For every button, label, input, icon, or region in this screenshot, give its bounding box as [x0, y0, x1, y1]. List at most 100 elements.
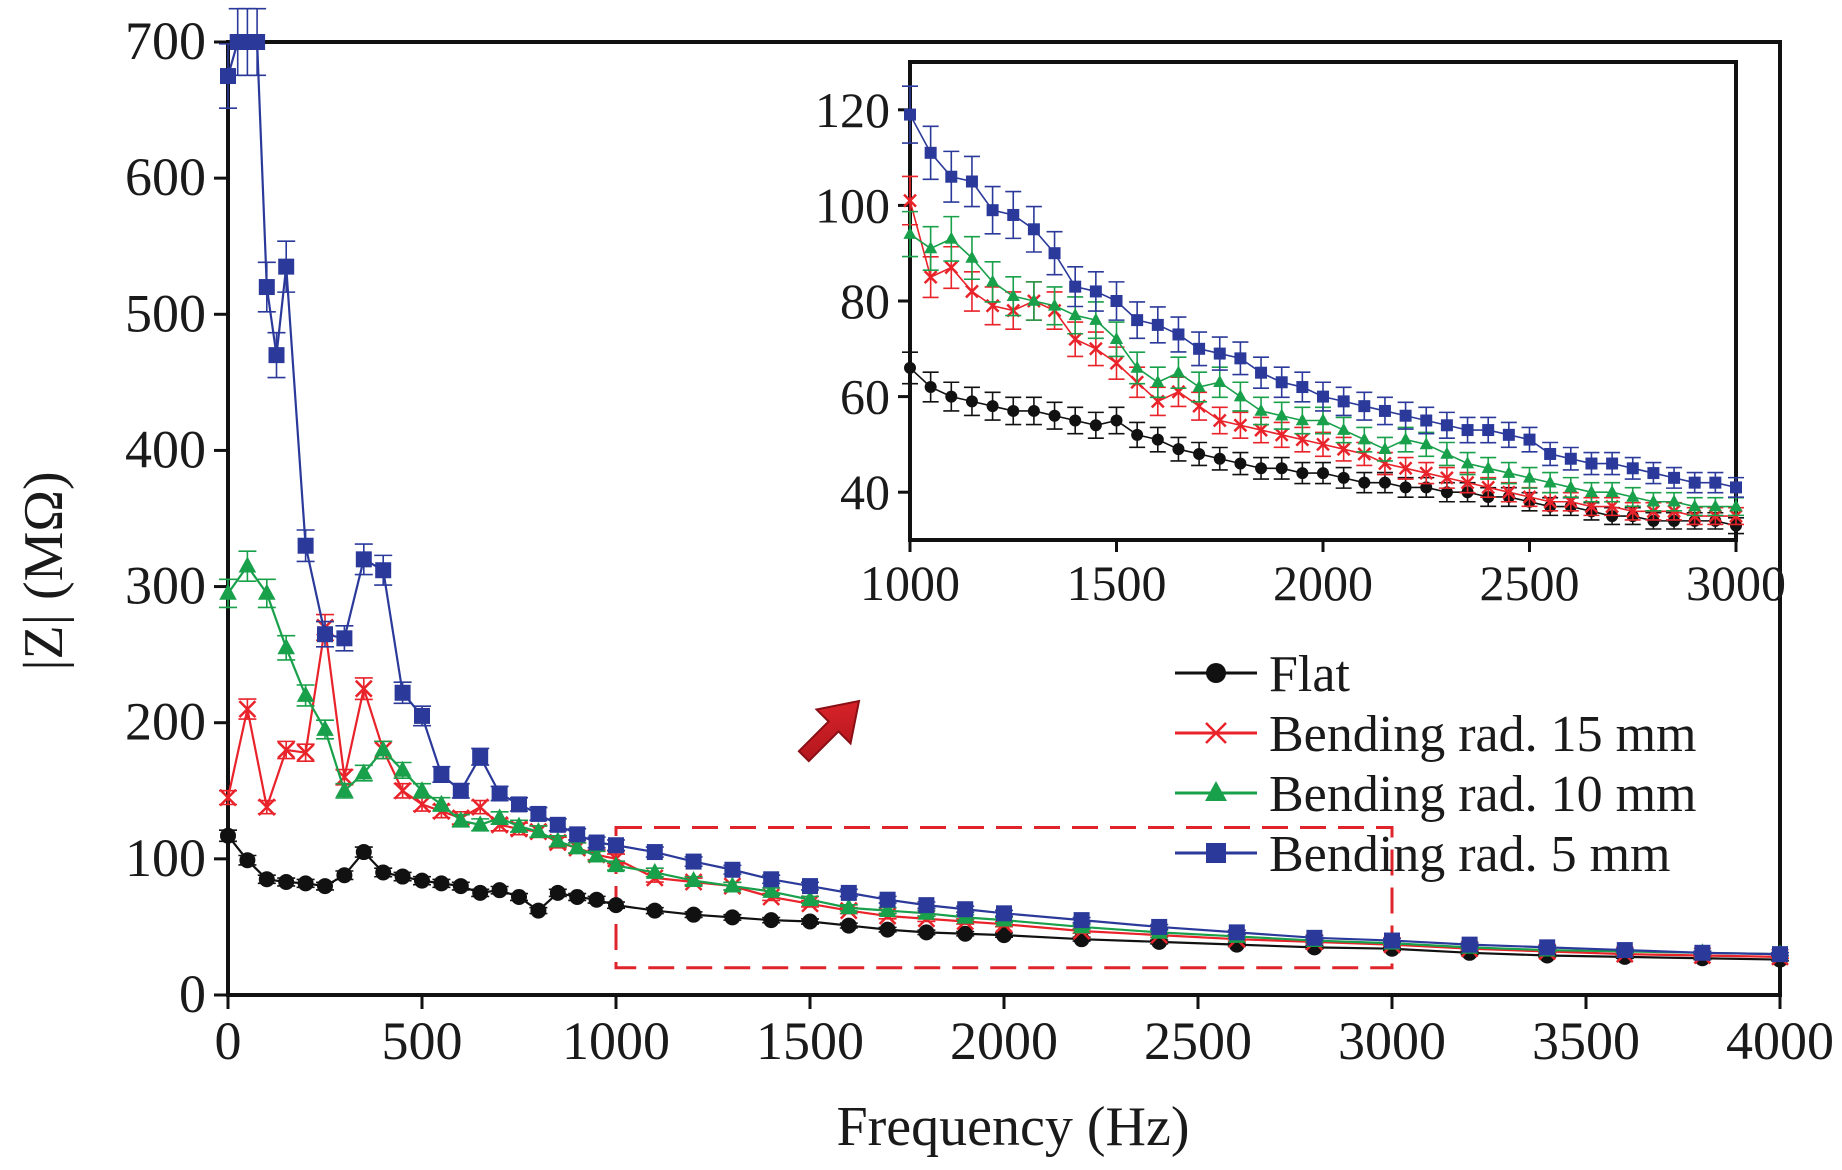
data-point [1420, 481, 1433, 494]
data-point [1378, 404, 1391, 417]
data-point [1068, 332, 1083, 347]
y-tick-label: 80 [840, 273, 890, 329]
data-point [608, 837, 624, 854]
data-point [903, 193, 917, 208]
data-point [1688, 499, 1702, 512]
data-point [1585, 457, 1598, 470]
legend-marker [1205, 722, 1227, 744]
data-point [1255, 462, 1268, 475]
data-point [1543, 475, 1557, 488]
data-point [1502, 465, 1516, 478]
data-point [394, 684, 411, 701]
data-point [568, 838, 586, 855]
data-point [238, 700, 257, 718]
y-tick-label: 60 [840, 369, 890, 425]
data-point [452, 782, 469, 799]
series-bending-rad-5-mm [902, 85, 1744, 499]
data-point [239, 852, 256, 869]
data-point [1337, 422, 1351, 435]
data-point [374, 740, 392, 757]
x-tick-label: 1500 [756, 1011, 864, 1071]
data-point [879, 891, 896, 908]
data-point [1275, 408, 1289, 421]
legend-item: Bending rad. 10 mm [1175, 766, 1697, 823]
data-point [354, 679, 373, 698]
inset-series [902, 85, 1744, 535]
data-point [1193, 342, 1206, 355]
data-point [220, 827, 236, 844]
data-point [1729, 499, 1743, 512]
data-point [1151, 318, 1164, 331]
data-point [1522, 490, 1537, 504]
data-point [965, 175, 978, 188]
data-point [1564, 480, 1578, 493]
data-point [1306, 929, 1323, 946]
data-point [1482, 424, 1495, 437]
data-point [510, 816, 528, 833]
data-point [1647, 514, 1660, 527]
data-point [1543, 494, 1558, 509]
data-point [530, 805, 547, 822]
data-point [996, 905, 1012, 922]
data-point [317, 878, 333, 895]
data-point [297, 537, 314, 554]
data-point [1234, 457, 1247, 470]
data-point [588, 891, 605, 908]
x-tick-label: 2500 [1144, 1011, 1252, 1071]
data-point [511, 796, 527, 813]
data-point [1502, 428, 1515, 441]
data-point [1481, 480, 1496, 495]
x-tick-label: 1000 [562, 1011, 670, 1071]
data-point [1254, 403, 1268, 416]
data-point [1337, 471, 1350, 484]
data-point [685, 906, 702, 923]
data-point [511, 888, 527, 905]
data-point [296, 743, 315, 762]
data-point [1317, 390, 1329, 403]
data-point [1626, 462, 1639, 475]
data-point [1130, 360, 1144, 373]
x-tick-label: 3000 [1338, 1011, 1446, 1071]
data-point [924, 241, 938, 254]
data-point [1151, 375, 1165, 388]
data-point [1398, 461, 1413, 476]
data-point [297, 875, 314, 892]
data-point [549, 816, 566, 833]
data-point [924, 381, 937, 394]
data-point [918, 897, 935, 914]
data-point [490, 808, 509, 825]
x-tick-label: 1500 [1067, 555, 1167, 611]
data-point [1694, 944, 1711, 961]
data-point [587, 846, 606, 863]
data-point [1772, 946, 1788, 963]
data-point [944, 260, 959, 275]
data-point [957, 925, 974, 942]
data-point [840, 898, 858, 915]
data-point [904, 108, 916, 121]
data-point [278, 874, 295, 891]
data-point [878, 900, 897, 917]
data-point [1192, 379, 1206, 392]
data-point [1357, 432, 1371, 445]
x-tick-label: 2000 [950, 1011, 1058, 1071]
data-point [1131, 428, 1144, 441]
y-tick-label: 200 [125, 692, 206, 752]
data-point [763, 871, 780, 888]
data-point [268, 347, 285, 364]
data-point [219, 788, 237, 807]
data-point [335, 781, 354, 798]
legend-marker [1205, 781, 1227, 801]
data-point [986, 274, 1000, 287]
data-point [1481, 461, 1495, 474]
data-point [1275, 462, 1288, 475]
data-point [1295, 432, 1310, 447]
data-point [1027, 293, 1041, 306]
y-tick-label: 300 [125, 556, 206, 616]
data-point [238, 556, 257, 573]
data-point [375, 562, 392, 579]
legend-marker [1206, 663, 1226, 683]
data-point [1048, 409, 1061, 422]
y-tick-label: 40 [840, 464, 890, 520]
data-point [471, 798, 490, 817]
